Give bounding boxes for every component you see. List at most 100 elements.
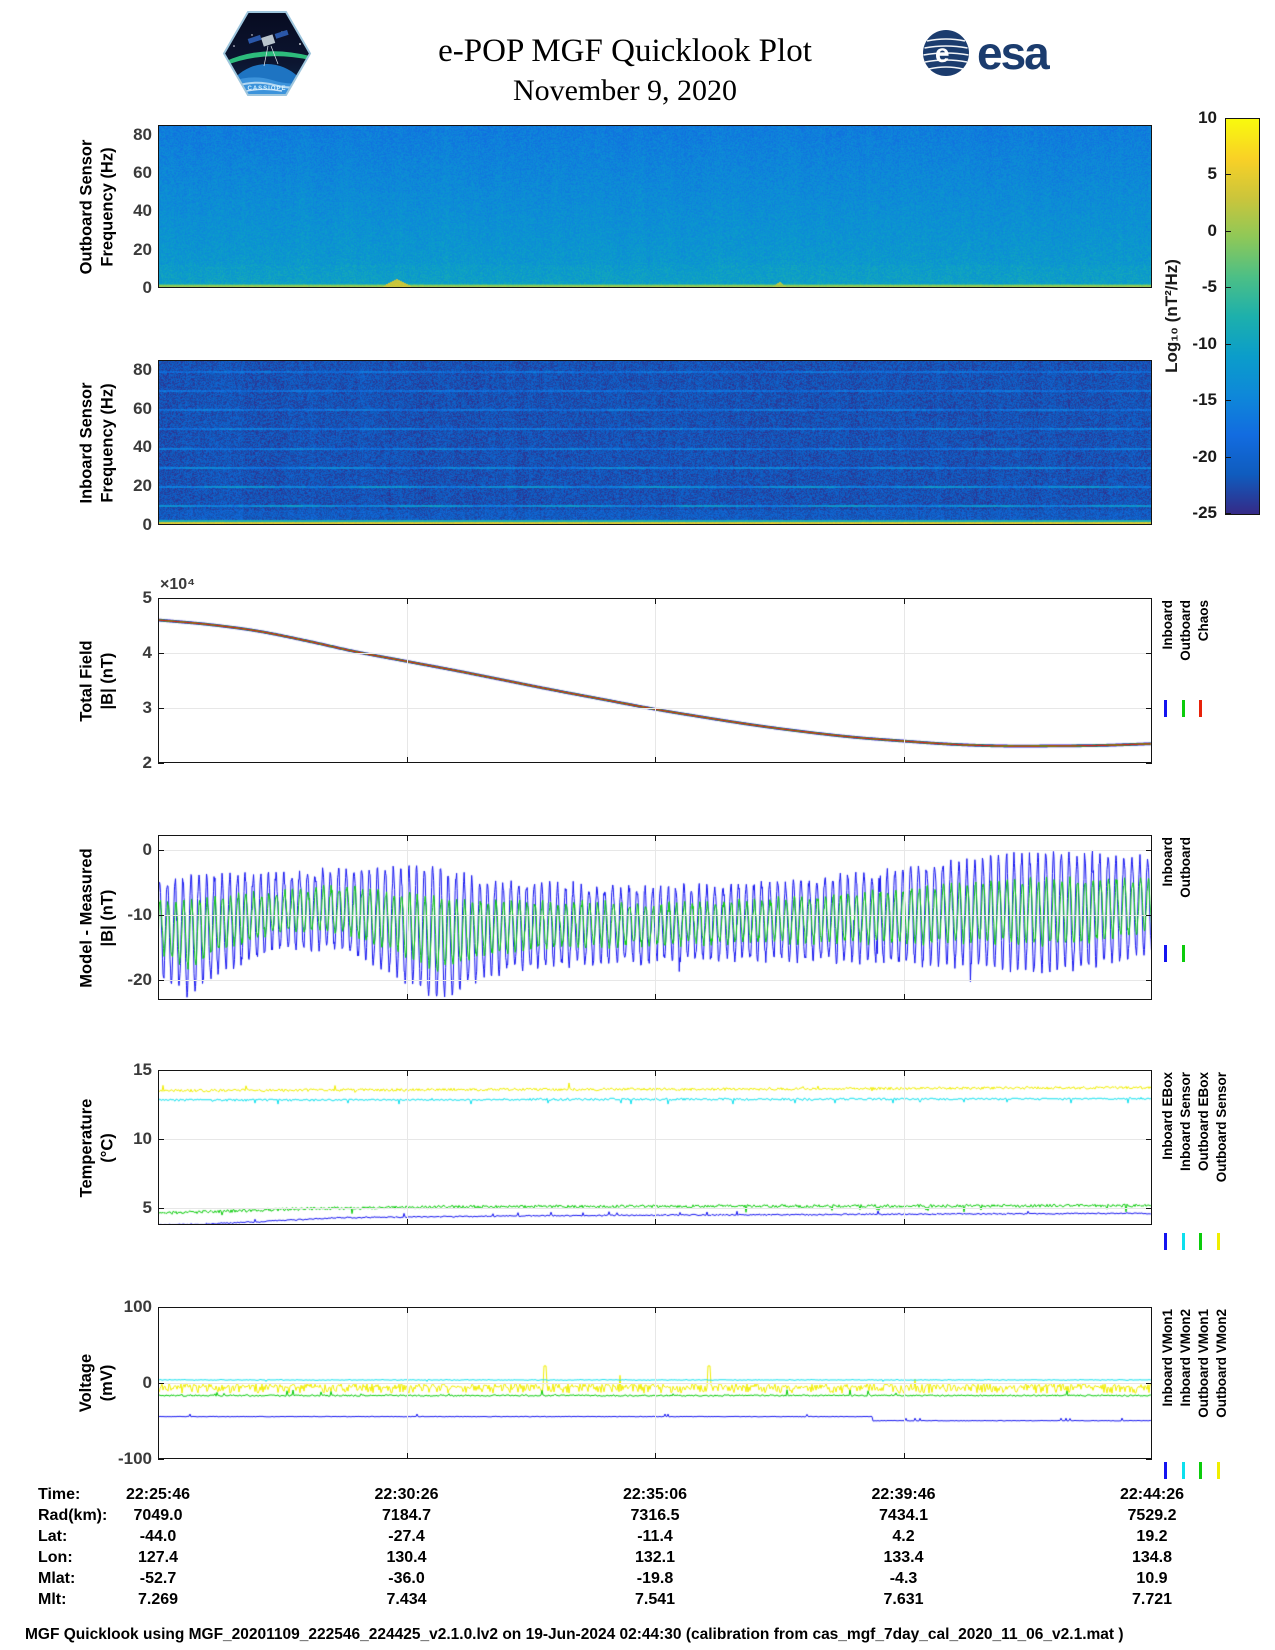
total-field-legend-label: Chaos	[1195, 600, 1211, 642]
x-gridline	[406, 598, 408, 763]
voltage-legend-label: Outboard VMon2	[1213, 1309, 1229, 1418]
total-field-exponent-label: ×10⁴	[160, 576, 196, 593]
ephemeris-value: -44.0	[139, 1528, 177, 1545]
y-gridline	[158, 914, 1152, 916]
total-field-ytick-label: 4	[142, 643, 152, 662]
ephemeris-row-label: Rad(km):	[38, 1507, 108, 1524]
ephemeris-value: 22:30:26	[374, 1486, 439, 1503]
x-tick-mark	[406, 1453, 408, 1459]
ephemeris-value: 7434.1	[879, 1507, 928, 1524]
outboard-spectrogram-ytick-label: 60	[133, 162, 152, 182]
ephemeris-value: -36.0	[388, 1570, 425, 1587]
esa-globe-icon: e	[923, 30, 969, 76]
satellite-icon	[247, 29, 289, 67]
ephemeris-value: -27.4	[388, 1528, 425, 1545]
total-field-ylabel-line: |B| (nT)	[97, 652, 116, 709]
y-tick-mark	[1146, 1383, 1152, 1384]
x-gridline	[655, 835, 656, 1000]
x-tick-mark	[406, 757, 408, 763]
x-tick-mark	[903, 835, 905, 841]
temperature-legend-swatch	[1181, 1233, 1185, 1250]
voltage-ytick-label: 100	[123, 1297, 152, 1316]
esa-logo-text: esa	[977, 27, 1050, 79]
ephemeris-value: 7.269	[137, 1591, 179, 1608]
model-measured-ytick-label: 0	[142, 839, 152, 859]
temperature-legend-label: Inboard EBox	[1160, 1072, 1175, 1160]
y-tick-mark	[158, 1459, 164, 1460]
x-tick-mark	[406, 994, 408, 1000]
colorbar-tick-label: -20	[1192, 446, 1217, 466]
voltage-legend-swatch	[1181, 1462, 1185, 1479]
y-tick-mark	[158, 1070, 164, 1071]
ephemeris-value: 7.631	[883, 1591, 924, 1608]
x-gridline	[903, 835, 905, 1000]
y-tick-mark	[158, 914, 164, 916]
ephemeris-value: 22:39:46	[871, 1486, 936, 1503]
colorbar-tick-mark	[1225, 456, 1231, 458]
ephemeris-value: 7.721	[1131, 1591, 1173, 1608]
y-gridline	[158, 653, 1152, 654]
ephemeris-value: 4.2	[892, 1528, 915, 1545]
total-field-legend-swatch	[1164, 700, 1167, 717]
y-tick-mark	[1146, 914, 1152, 916]
x-gridline	[406, 1070, 408, 1225]
inboard-spectrogram-spectrogram-canvas	[158, 360, 1152, 525]
voltage-ytick-label: -100	[117, 1449, 152, 1468]
y-tick-mark	[158, 1307, 164, 1308]
ephemeris-value: 7.541	[634, 1591, 676, 1608]
ephemeris-value: 7529.2	[1127, 1507, 1177, 1524]
ephemeris-row-label: Time:	[38, 1486, 81, 1503]
ephemeris-value: 134.8	[1131, 1549, 1173, 1566]
ephemeris-value: 127.4	[137, 1549, 179, 1566]
x-tick-mark	[655, 1219, 656, 1225]
y-tick-mark	[1146, 763, 1152, 764]
outboard-spectrogram-panel	[158, 125, 1152, 288]
model-measured-ytick-label: -10	[127, 904, 152, 924]
model-measured-legend: Inboard Outboard	[1160, 837, 1194, 898]
ephemeris-value: 22:44:26	[1119, 1486, 1185, 1503]
svg-text:e: e	[935, 38, 949, 68]
y-tick-mark	[1146, 1208, 1152, 1210]
temperature-ytick-label: 10	[133, 1129, 152, 1148]
colorbar-tick-label: 5	[1207, 164, 1217, 184]
ephemeris-value: 19.2	[1136, 1528, 1168, 1545]
ephemeris-value: -19.8	[636, 1570, 674, 1587]
ephemeris-value: 132.1	[634, 1549, 676, 1566]
x-tick-mark	[406, 1307, 408, 1313]
inboard-spectrogram-ytick-label: 60	[133, 398, 152, 418]
total-field-legend-label: Outboard	[1177, 600, 1193, 661]
y-tick-mark	[1146, 1139, 1152, 1140]
y-tick-mark	[1146, 1307, 1152, 1308]
temperature-legend-label: Outboard EBox	[1195, 1072, 1211, 1172]
ephemeris-value: 22:25:46	[125, 1486, 191, 1503]
y-tick-mark	[1146, 849, 1152, 851]
y-tick-mark	[158, 653, 164, 654]
ephemeris-row-label: Lon:	[38, 1549, 73, 1566]
ephemeris-value: 7184.7	[382, 1507, 431, 1524]
x-tick-mark	[406, 598, 408, 604]
voltage-legend: Inboard VMon1 Inboard VMon2 Outboard VMon1…	[1160, 1309, 1229, 1418]
y-tick-mark	[158, 849, 164, 851]
y-tick-mark	[1146, 1459, 1152, 1460]
y-tick-mark	[1146, 1070, 1152, 1071]
colorbar-gradient	[1225, 118, 1260, 515]
total-field-ytick-label: 2	[142, 753, 152, 772]
y-gridline	[158, 979, 1152, 981]
total-field-ytick-label: 5	[142, 588, 152, 607]
y-tick-mark	[1146, 708, 1152, 709]
ephemeris-value: -52.7	[139, 1570, 177, 1587]
colorbar-tick-mark	[1225, 513, 1231, 514]
x-tick-mark	[903, 1453, 905, 1459]
colorbar-tick-label: -10	[1192, 333, 1217, 353]
x-tick-mark	[903, 994, 905, 1000]
colorbar-tick-mark	[1225, 343, 1231, 345]
ephemeris-value: -4.3	[889, 1570, 918, 1587]
footer-caption: MGF Quicklook using MGF_20201109_222546_…	[25, 1626, 1124, 1643]
temperature-legend-swatch	[1164, 1233, 1167, 1250]
x-tick-mark	[655, 994, 656, 1000]
y-tick-mark	[158, 763, 164, 764]
total-field-ylabel: Total Field |B| (nT)	[76, 598, 118, 763]
x-tick-mark	[655, 757, 656, 763]
patch-mission-name: CASSIOPE	[247, 86, 286, 92]
voltage-ytick-label: 0	[142, 1373, 152, 1392]
